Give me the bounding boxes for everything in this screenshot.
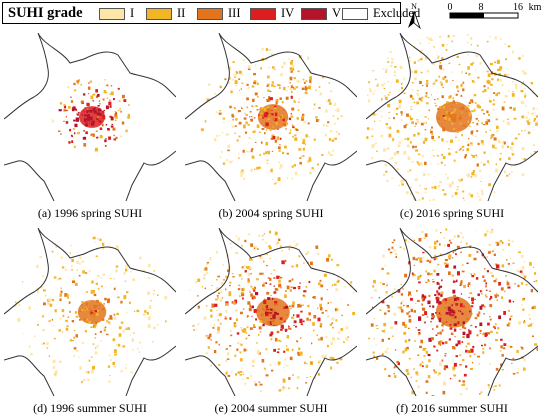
legend-swatch-excluded	[342, 7, 368, 20]
legend: SUHI grade I II III IV V Excluded	[2, 2, 420, 24]
scale-tick-0: 0	[448, 2, 453, 13]
legend-label-grade-4: IV	[281, 6, 295, 20]
legend-item-excluded: Excluded	[342, 6, 421, 20]
map-2004-spring	[185, 33, 357, 201]
legend-label-grade-2: II	[177, 6, 186, 20]
legend-title: SUHI grade	[8, 5, 83, 21]
map-panel-2016-spring	[366, 33, 538, 201]
map-panel-1996-summer	[4, 228, 176, 396]
map-2016-summer	[366, 228, 538, 396]
legend-label-excluded: Excluded	[373, 6, 421, 20]
caption-e: (e) 2004 summer SUHI	[214, 401, 328, 415]
legend-swatch-grade-5	[301, 7, 327, 20]
legend-swatch-grade-4	[250, 7, 276, 20]
caption-a: (a) 1996 spring SUHI	[37, 206, 143, 220]
scale-tick-8: 8	[479, 2, 484, 13]
caption-d: (d) 1996 summer SUHI	[33, 401, 147, 415]
legend-label-grade-1: I	[130, 6, 135, 20]
scale-tick-16: 16	[513, 2, 523, 13]
map-1996-summer	[4, 228, 176, 396]
map-2004-summer	[185, 228, 357, 396]
north-label: N	[411, 2, 417, 11]
legend-label-grade-3: III	[228, 6, 241, 20]
legend-item-grade-3: III	[197, 6, 241, 20]
caption-c: (c) 2016 spring SUHI	[399, 206, 505, 220]
legend-item-grade-4: IV	[250, 6, 295, 20]
caption-f: (f) 2016 summer SUHI	[396, 401, 508, 415]
scale-bar: 0 8 16 km	[448, 2, 542, 19]
map-panel-2004-spring	[185, 33, 357, 201]
north-arrow-icon: N	[408, 2, 421, 29]
scale-unit: km	[529, 2, 542, 13]
legend-item-grade-2: II	[146, 6, 186, 20]
legend-swatch-grade-1	[99, 7, 125, 20]
legend-item-grade-1: I	[99, 6, 135, 20]
map-panel-2016-summer	[366, 228, 538, 396]
legend-swatch-grade-3	[197, 7, 223, 20]
legend-swatch-grade-2	[146, 7, 172, 20]
map-2016-spring	[366, 33, 538, 201]
caption-b: (b) 2004 spring SUHI	[218, 206, 324, 220]
legend-item-grade-5: V	[301, 6, 342, 20]
legend-label-grade-5: V	[332, 6, 342, 20]
map-1996-spring	[4, 33, 176, 201]
map-panel-2004-summer	[185, 228, 357, 396]
map-panel-1996-spring	[4, 33, 176, 201]
